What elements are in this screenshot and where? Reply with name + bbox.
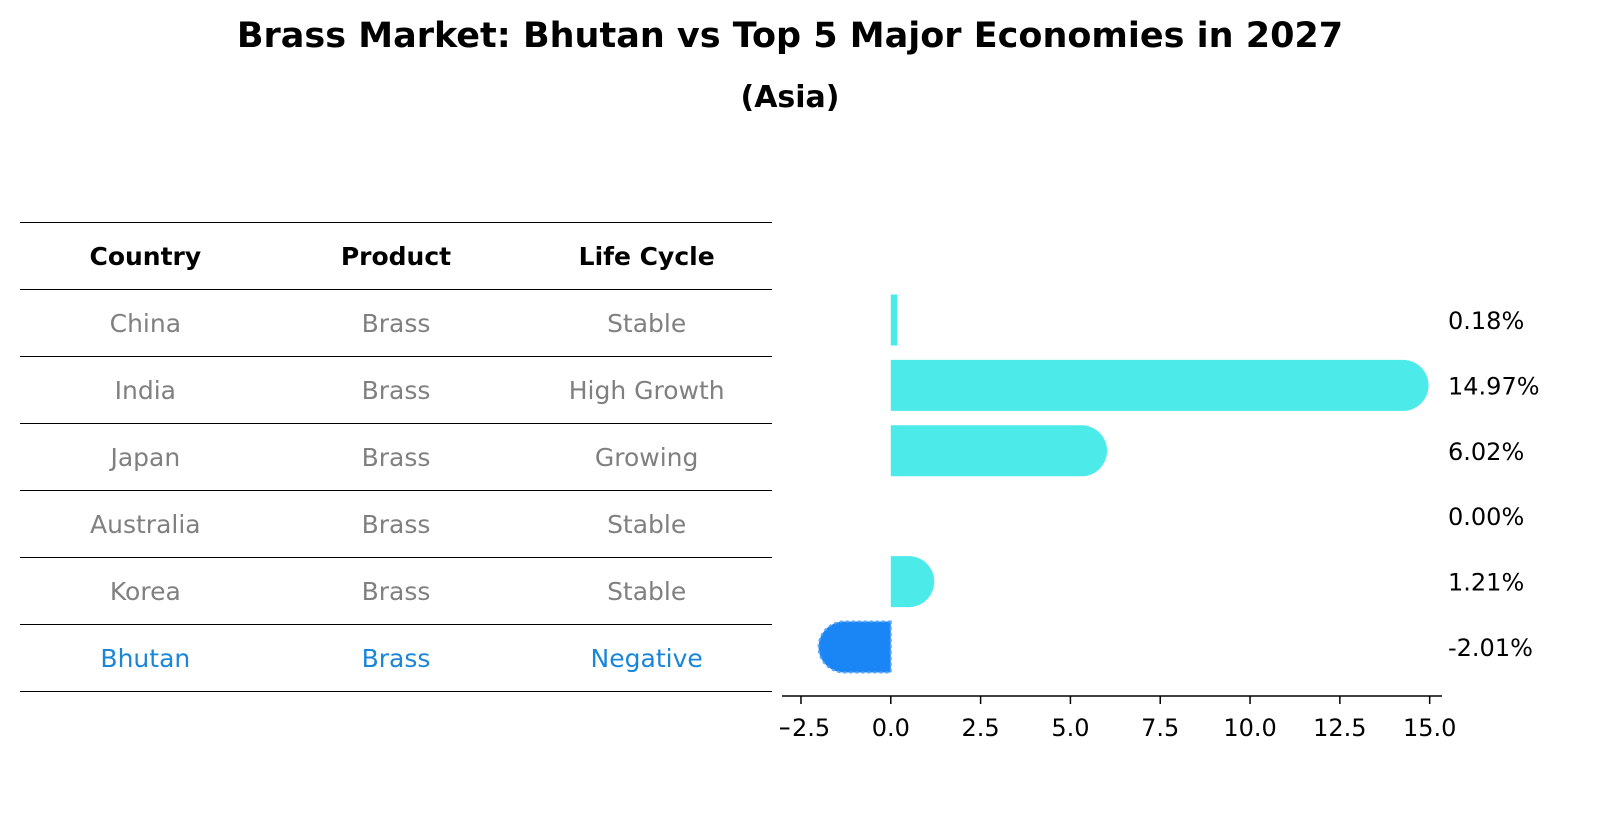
table-row: India Brass High Growth [20, 356, 772, 424]
cell-product: Brass [270, 557, 522, 625]
header-life-cycle: Life Cycle [521, 222, 772, 290]
cell-product: Brass [270, 624, 522, 692]
x-tick-label: 7.5 [1141, 714, 1179, 742]
table-row: Australia Brass Stable [20, 490, 772, 558]
value-label-japan: 6.02% [1448, 438, 1524, 466]
bar-korea [890, 556, 935, 608]
comparison-table: Country Product Life Cycle China Brass S… [20, 222, 772, 692]
value-label-india: 14.97% [1448, 372, 1540, 400]
header-country: Country [20, 222, 271, 290]
table-header-row: Country Product Life Cycle [20, 222, 772, 290]
cell-country: Australia [20, 490, 271, 558]
value-label-australia: 0.00% [1448, 503, 1524, 531]
x-tick-label: 10.0 [1223, 714, 1276, 742]
comparison-table-container: Country Product Life Cycle China Brass S… [20, 222, 772, 692]
bar-bhutan [817, 620, 892, 674]
cell-country: Bhutan [20, 624, 271, 692]
cell-product: Brass [270, 356, 522, 424]
x-tick-label: −2.5 [780, 714, 830, 742]
cell-life-cycle: Negative [521, 624, 772, 692]
x-tick-label: 5.0 [1051, 714, 1089, 742]
cell-country: Korea [20, 557, 271, 625]
bar-india [890, 359, 1429, 411]
cell-country: China [20, 289, 271, 357]
table-row-highlighted: Bhutan Brass Negative [20, 624, 772, 692]
value-label-korea: 1.21% [1448, 569, 1524, 597]
chart-title: Brass Market: Bhutan vs Top 5 Major Econ… [236, 16, 1344, 56]
header-product: Product [270, 222, 522, 290]
bar-japan [890, 425, 1108, 477]
cell-product: Brass [270, 423, 522, 491]
x-tick-label: 0.0 [872, 714, 910, 742]
cell-product: Brass [270, 289, 522, 357]
value-label-china: 0.18% [1448, 307, 1524, 335]
x-tick-label: 12.5 [1313, 714, 1366, 742]
table-row: Japan Brass Growing [20, 423, 772, 491]
cell-life-cycle: Stable [521, 490, 772, 558]
bar-china [890, 294, 898, 346]
cell-life-cycle: High Growth [521, 356, 772, 424]
cell-product: Brass [270, 490, 522, 558]
cell-life-cycle: Stable [521, 289, 772, 357]
cell-country: Japan [20, 423, 271, 491]
value-label-bhutan: -2.01% [1448, 634, 1533, 662]
cell-country: India [20, 356, 271, 424]
bar-chart: 0.18% 14.97% 6.02% 0.00% 1.21% -2.01% −2.5 0.0 2… [772, 294, 1540, 742]
table-row: Korea Brass Stable [20, 557, 772, 625]
table-row: China Brass Stable [20, 289, 772, 357]
chart-subtitle: (Asia) [740, 80, 840, 115]
x-tick-label: 2.5 [962, 714, 1000, 742]
cell-life-cycle: Stable [521, 557, 772, 625]
x-tick-label: 15.0 [1403, 714, 1456, 742]
cell-life-cycle: Growing [521, 423, 772, 491]
bar-chart-container: 0.18% 14.97% 6.02% 0.00% 1.21% -2.01% −2.5 0.0 2… [772, 280, 1604, 760]
